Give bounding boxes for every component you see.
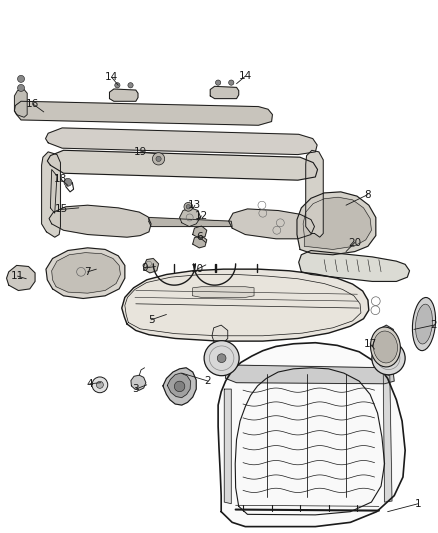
Text: 14: 14 bbox=[105, 72, 118, 82]
Polygon shape bbox=[180, 208, 201, 227]
Polygon shape bbox=[378, 325, 394, 344]
Polygon shape bbox=[193, 287, 254, 297]
Polygon shape bbox=[235, 368, 385, 515]
Circle shape bbox=[229, 80, 234, 85]
Circle shape bbox=[92, 377, 108, 393]
Polygon shape bbox=[212, 325, 228, 344]
Polygon shape bbox=[14, 90, 27, 117]
Polygon shape bbox=[226, 365, 394, 384]
Polygon shape bbox=[210, 86, 239, 99]
Polygon shape bbox=[193, 226, 207, 238]
Polygon shape bbox=[229, 209, 314, 239]
Polygon shape bbox=[163, 368, 196, 405]
Ellipse shape bbox=[373, 331, 398, 363]
Text: 10: 10 bbox=[191, 264, 204, 274]
Circle shape bbox=[186, 205, 191, 209]
Polygon shape bbox=[50, 169, 57, 213]
Text: 14: 14 bbox=[239, 71, 252, 81]
Text: 5: 5 bbox=[148, 315, 155, 325]
Text: 12: 12 bbox=[195, 211, 208, 221]
Polygon shape bbox=[14, 101, 272, 125]
Circle shape bbox=[18, 75, 25, 83]
Circle shape bbox=[128, 83, 133, 88]
Polygon shape bbox=[297, 192, 376, 255]
Polygon shape bbox=[46, 128, 317, 155]
Polygon shape bbox=[47, 150, 318, 180]
Text: 2: 2 bbox=[430, 320, 437, 330]
Circle shape bbox=[204, 341, 239, 376]
Text: 19: 19 bbox=[134, 147, 147, 157]
Text: 2: 2 bbox=[205, 376, 212, 386]
Circle shape bbox=[115, 83, 120, 88]
Circle shape bbox=[372, 342, 405, 375]
Text: 6: 6 bbox=[196, 232, 203, 242]
Circle shape bbox=[174, 381, 185, 392]
Circle shape bbox=[184, 203, 193, 211]
Text: 4: 4 bbox=[86, 379, 93, 389]
Polygon shape bbox=[46, 248, 125, 298]
Circle shape bbox=[18, 84, 25, 92]
Polygon shape bbox=[42, 152, 60, 237]
Text: 3: 3 bbox=[132, 384, 139, 394]
Ellipse shape bbox=[413, 297, 435, 351]
Polygon shape bbox=[218, 343, 405, 527]
Polygon shape bbox=[167, 373, 191, 398]
Circle shape bbox=[152, 152, 165, 165]
Circle shape bbox=[215, 80, 221, 85]
Polygon shape bbox=[110, 89, 138, 101]
Circle shape bbox=[217, 354, 226, 362]
Text: 7: 7 bbox=[84, 267, 91, 277]
Ellipse shape bbox=[416, 304, 432, 344]
Text: 20: 20 bbox=[348, 238, 361, 247]
Polygon shape bbox=[131, 375, 146, 390]
Polygon shape bbox=[7, 265, 35, 290]
Text: 11: 11 bbox=[11, 271, 24, 281]
Polygon shape bbox=[49, 205, 151, 237]
Text: 13: 13 bbox=[188, 200, 201, 210]
Polygon shape bbox=[224, 389, 231, 504]
Text: 8: 8 bbox=[364, 190, 371, 199]
Polygon shape bbox=[125, 274, 361, 336]
Text: 16: 16 bbox=[26, 99, 39, 109]
Circle shape bbox=[96, 381, 103, 389]
Text: 9: 9 bbox=[141, 263, 148, 273]
Circle shape bbox=[385, 354, 392, 362]
Text: 15: 15 bbox=[55, 205, 68, 214]
Polygon shape bbox=[52, 253, 120, 293]
Ellipse shape bbox=[371, 327, 400, 367]
Polygon shape bbox=[122, 269, 369, 341]
Polygon shape bbox=[144, 259, 159, 273]
Polygon shape bbox=[383, 373, 392, 502]
Polygon shape bbox=[303, 197, 371, 249]
Text: 1: 1 bbox=[415, 499, 422, 508]
Text: 18: 18 bbox=[54, 174, 67, 183]
Polygon shape bbox=[306, 150, 323, 237]
Circle shape bbox=[156, 156, 161, 161]
Polygon shape bbox=[299, 251, 410, 281]
Circle shape bbox=[64, 179, 72, 186]
Polygon shape bbox=[149, 217, 232, 227]
Text: 17: 17 bbox=[364, 339, 377, 349]
Polygon shape bbox=[193, 236, 207, 248]
